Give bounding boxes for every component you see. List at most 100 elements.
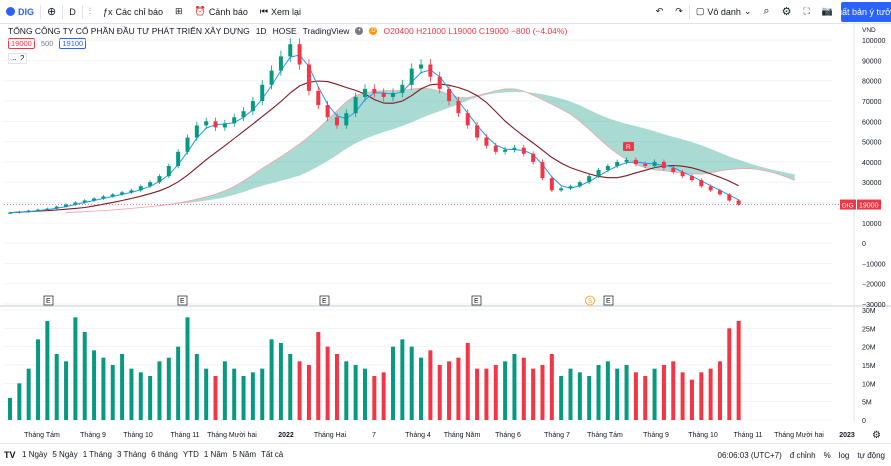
volume-bar [559, 376, 564, 420]
volume-bar [325, 346, 330, 420]
earnings-marker-label: E [606, 298, 611, 305]
volume-tick-label: 10M [862, 381, 876, 388]
candle-body [717, 190, 722, 195]
status-bar: 06:06:03 (UTC+7) đ chỉnh % log tự động [718, 444, 885, 466]
interval-button[interactable]: D [63, 0, 82, 24]
range-button[interactable]: 5 Ngày [52, 450, 78, 459]
volume-bar [689, 379, 694, 420]
legend-source: TradingView [302, 26, 350, 36]
candle-body [194, 125, 199, 138]
bid-price[interactable]: 19000 [8, 38, 35, 49]
range-button[interactable]: 6 tháng [151, 450, 178, 459]
indicators-icon: ƒx [103, 6, 113, 17]
range-button[interactable]: YTD [182, 450, 199, 459]
candle-body [493, 145, 498, 152]
adjust-toggle[interactable]: đ chỉnh [789, 450, 816, 460]
range-button[interactable]: 5 Năm [232, 450, 256, 459]
redo-icon: ↷ [675, 6, 683, 16]
clock[interactable]: 06:06:03 (UTC+7) [717, 450, 782, 460]
volume-bar [110, 365, 115, 420]
top-toolbar: DIG ⊕ D ⫶ ƒx Các chỉ báo ⊞ ⏰ Cảnh báo ⏮ … [0, 0, 891, 24]
undo-button[interactable]: ↶ [650, 0, 670, 24]
compare-button[interactable]: ⊕ [41, 0, 62, 24]
volume-bar [465, 343, 470, 420]
layout-label: Vô danh [707, 6, 741, 17]
volume-bar [643, 376, 648, 420]
volume-bar [204, 368, 209, 420]
indicators-count: 2 [19, 54, 25, 63]
settings-button[interactable]: ⚙ [776, 0, 798, 24]
chart-legend: TỔNG CÔNG TY CỔ PHẦN ĐẦU TƯ PHÁT TRIỂN X… [8, 26, 567, 36]
range-button[interactable]: 1 Tháng [82, 450, 112, 459]
price-tick-label: −10000 [862, 261, 886, 268]
volume-bar [419, 357, 424, 420]
candle-body [531, 153, 536, 162]
alerts-button[interactable]: ⏰ Cảnh báo [189, 0, 254, 24]
time-tick-label: Tháng 7 [544, 432, 570, 439]
candle-body [559, 188, 564, 191]
dividend-marker[interactable]: D [369, 27, 378, 35]
volume-bar [372, 376, 377, 420]
volume-bar [232, 368, 237, 420]
publish-idea-button[interactable]: Xuất bản ý tưởng [841, 2, 891, 22]
layout-button[interactable]: ▢ Vô danh ⌄ [690, 0, 758, 24]
bid-ask-row: 19000 500 19100 [8, 38, 87, 49]
price-chart[interactable]: E E E E ESR 10000090000800007000060000500004… [0, 22, 891, 443]
auto-toggle[interactable]: tự động [857, 450, 885, 460]
price-tick-label: 90000 [862, 58, 882, 65]
templates-button[interactable]: ⊞ [169, 0, 189, 24]
fullscreen-button[interactable]: ⛶ [797, 0, 815, 24]
candle-body [624, 159, 629, 162]
snapshot-button[interactable]: 📷 [816, 0, 839, 24]
volume-bar [633, 372, 638, 420]
flag-marker [623, 142, 634, 151]
symbol-logo-icon [6, 7, 15, 16]
volume-bar [176, 346, 181, 420]
search-button[interactable]: ⌕ [757, 0, 775, 24]
volume-bar [213, 376, 218, 420]
volume-bar [250, 372, 255, 420]
indicators-button[interactable]: ƒx Các chỉ báo [97, 0, 169, 24]
candle-body [166, 165, 171, 177]
time-tick-label: Tháng Mười hai [207, 432, 257, 439]
price-tick-label: 60000 [862, 119, 882, 126]
earnings-marker-label: E [180, 298, 185, 305]
volume-bar [447, 361, 452, 420]
candle-body [633, 159, 638, 164]
volume-bar [316, 332, 321, 420]
time-tick-label: Tháng 10 [688, 432, 718, 439]
volume-bar [64, 361, 69, 420]
camera-icon: 📷 [821, 6, 833, 16]
range-button[interactable]: 1 Năm [203, 450, 228, 459]
volume-tick-label: 15M [862, 363, 876, 370]
volume-bar [549, 354, 554, 420]
legend-exchange: HOSE [272, 26, 297, 36]
volume-bar [699, 372, 704, 420]
log-toggle[interactable]: log [838, 450, 850, 460]
ichimoku-cloud [66, 87, 795, 214]
ask-price[interactable]: 19100 [59, 38, 87, 49]
chart-type-button[interactable]: ⫶ [83, 0, 97, 24]
volume-bar [587, 376, 592, 420]
candle-body [260, 84, 265, 102]
time-tick-label: Tháng 4 [405, 432, 431, 439]
redo-button[interactable]: ↷ [669, 0, 689, 24]
candle-body [82, 200, 87, 203]
volume-bar [344, 361, 349, 420]
volume-bar [8, 398, 12, 420]
symbol-search[interactable]: DIG [0, 0, 40, 24]
candle-body [577, 182, 582, 187]
volume-bars [8, 317, 741, 420]
replay-button[interactable]: ⏮ Xem lại [254, 0, 307, 24]
candle-body [736, 200, 741, 205]
ohlc-values: O20400 H21000 L19000 C19000 −800 (−4.04%… [383, 26, 568, 36]
candle-body [157, 176, 162, 183]
indicators-toggle[interactable]: ⌄ 2 [8, 53, 28, 64]
flag-marker-label: R [626, 144, 631, 151]
range-button[interactable]: 3 Tháng [116, 450, 147, 459]
candle-body [138, 186, 143, 191]
range-button[interactable]: Tất cả [261, 450, 284, 459]
percent-toggle[interactable]: % [823, 450, 831, 460]
earnings-marker [319, 295, 330, 306]
range-button[interactable]: 1 Ngày [22, 450, 48, 459]
